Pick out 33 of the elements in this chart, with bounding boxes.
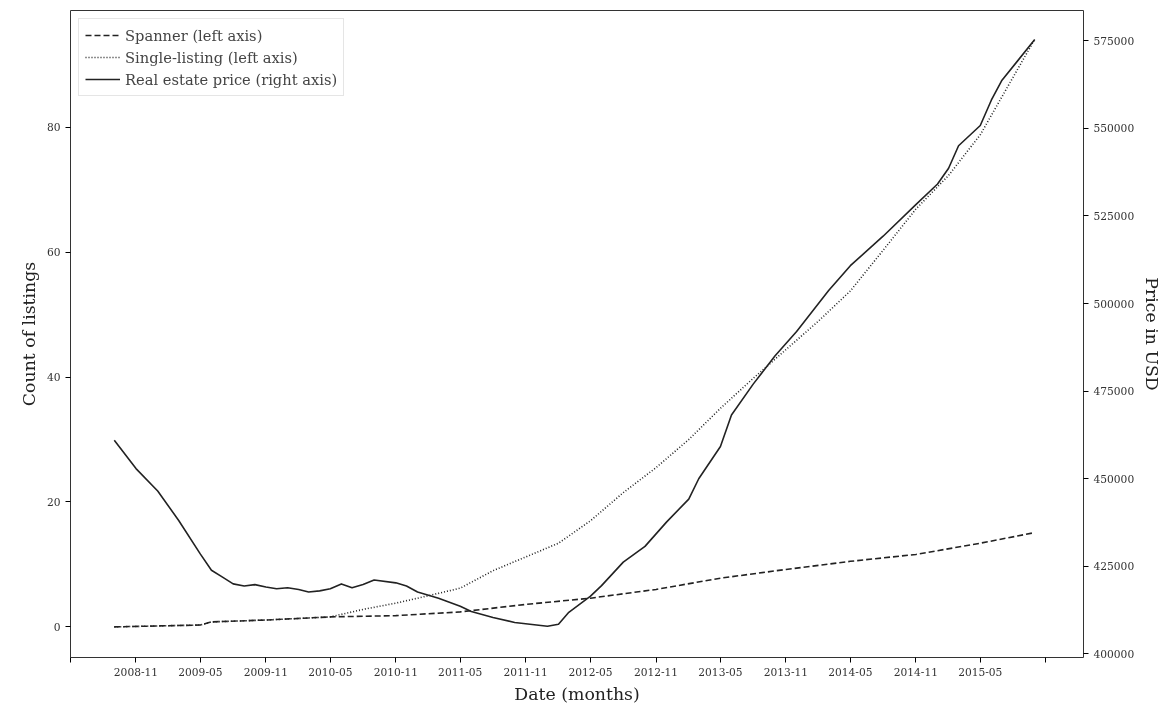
y2-tick-label: 525000 (1093, 209, 1135, 223)
x-tick-label: 2014-11 (893, 665, 938, 679)
y-tick-label: 60 (46, 246, 61, 260)
x-tick-label: 2008-11 (113, 665, 159, 679)
y-axis-title: Count of listings (18, 261, 39, 407)
x-tick-label: 2013-11 (763, 665, 809, 679)
x-tick-label: 2011-05 (438, 665, 483, 679)
x-tick-label: 2012-11 (633, 665, 679, 679)
y-tick-label: 20 (46, 496, 61, 509)
y2-tick-label: 475000 (1093, 385, 1135, 399)
y2-tick-label: 575000 (1093, 34, 1135, 48)
x-tick-label: 2010-11 (373, 665, 418, 679)
x-tick-label: 2011-11 (503, 665, 548, 679)
x-tick-label: 2012-05 (568, 665, 613, 679)
legend-label: Spanner (left axis) (125, 26, 263, 44)
x-tick-label: 2015-05 (958, 665, 1003, 679)
y2-axis-title: Price in USD (1142, 277, 1163, 391)
y-tick-label: 0 (53, 620, 61, 634)
legend-label: Real estate price (right axis) (125, 70, 338, 88)
y-tick-label: 40 (46, 371, 61, 385)
y2-tick-label: 500000 (1093, 297, 1135, 311)
y2-tick-label: 400000 (1093, 648, 1135, 661)
y-tick-label: 80 (46, 121, 61, 135)
x-tick-label: 2009-11 (243, 665, 289, 679)
y2-tick-label: 550000 (1093, 122, 1135, 136)
legend-label: Single-listing (left axis) (125, 48, 298, 66)
x-axis-title: Date (months) (514, 683, 640, 704)
x-tick-label: 2010-05 (308, 665, 353, 679)
y2-tick-label: 450000 (1093, 472, 1135, 486)
y2-tick-label: 425000 (1093, 560, 1135, 574)
x-tick-label: 2009-05 (178, 665, 223, 679)
x-tick-label: 2013-05 (698, 665, 743, 679)
x-tick-label: 2014-05 (828, 665, 873, 679)
